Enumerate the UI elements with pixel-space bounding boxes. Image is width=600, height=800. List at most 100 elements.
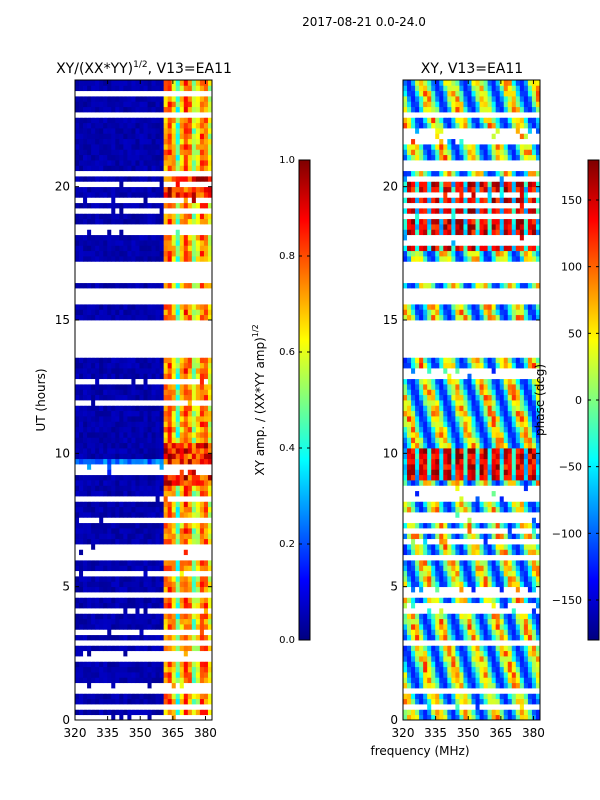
- heat-cell: [507, 693, 513, 700]
- heat-cell: [143, 362, 148, 369]
- heat-cell: [119, 197, 124, 204]
- heat-cell: [135, 186, 140, 193]
- heat-cell: [103, 533, 108, 540]
- heat-cell: [83, 656, 88, 662]
- heat-cell: [103, 597, 108, 604]
- heat-cell: [115, 618, 120, 625]
- heat-cell: [131, 218, 136, 225]
- heat-cell: [159, 261, 165, 268]
- heat-cell: [495, 608, 501, 614]
- heat-cell: [147, 357, 152, 364]
- heat-cell: [163, 624, 169, 630]
- heat-cell: [91, 266, 96, 273]
- heat-cell: [79, 416, 84, 422]
- heat-cell: [191, 613, 197, 620]
- heat-cell: [503, 613, 509, 620]
- heat-cell: [163, 672, 169, 678]
- heat-cell: [79, 597, 84, 604]
- heat-cell: [99, 122, 104, 129]
- heat-cell: [199, 496, 205, 502]
- heat-cell: [127, 661, 132, 668]
- heat-cell: [159, 186, 165, 193]
- heat-cell: [203, 501, 209, 508]
- heat-cell: [139, 416, 144, 422]
- heat-cell: [467, 597, 472, 604]
- heat-cell: [139, 245, 144, 252]
- heat-cell: [143, 96, 148, 102]
- heat-cell: [191, 661, 197, 668]
- heat-cell: [191, 122, 197, 129]
- heat-cell: [119, 277, 124, 284]
- heat-cell: [131, 373, 136, 380]
- heat-cell: [91, 533, 96, 540]
- heat-cell: [107, 101, 112, 108]
- heat-cell: [87, 677, 92, 684]
- heat-cell: [479, 677, 484, 684]
- heat-cell: [183, 101, 189, 108]
- heat-cell: [143, 437, 148, 444]
- heat-cell: [207, 661, 213, 668]
- heat-cell: [207, 709, 213, 716]
- heat-cell: [483, 688, 489, 694]
- heat-cell: [75, 453, 80, 460]
- heat-cell: [83, 576, 88, 582]
- heat-cell: [175, 592, 181, 598]
- heat-cell: [103, 384, 108, 390]
- heat-cell: [107, 442, 112, 449]
- heat-cell: [207, 432, 213, 438]
- heat-cell: [195, 608, 201, 614]
- heat-cell: [111, 474, 116, 481]
- heat-cell: [487, 709, 493, 716]
- heat-cell: [139, 192, 144, 198]
- heat-cell: [87, 421, 92, 428]
- heat-cell: [435, 650, 440, 657]
- heat-cell: [155, 714, 161, 721]
- heat-cell: [187, 522, 193, 529]
- heat-cell: [83, 368, 88, 374]
- heat-cell: [167, 416, 173, 422]
- heat-cell: [195, 666, 201, 673]
- heat-cell: [91, 421, 96, 428]
- heat-cell: [143, 213, 148, 220]
- heat-cell: [191, 688, 197, 694]
- heat-cell: [95, 576, 100, 582]
- heat-cell: [91, 330, 96, 337]
- heat-cell: [171, 304, 177, 310]
- heat-cell: [403, 688, 408, 694]
- heat-cell: [75, 602, 80, 609]
- heat-cell: [519, 608, 525, 614]
- heat-cell: [187, 90, 193, 97]
- heat-cell: [83, 522, 88, 529]
- heat-cell: [107, 282, 112, 289]
- heat-cell: [151, 330, 156, 337]
- heat-cell: [139, 293, 144, 300]
- heat-cell: [203, 549, 209, 556]
- heat-cell: [95, 688, 100, 694]
- heat-cell: [131, 266, 136, 273]
- heat-cell: [135, 474, 140, 481]
- heat-cell: [139, 106, 144, 113]
- heat-cell: [479, 634, 484, 641]
- heat-cell: [163, 234, 169, 241]
- heat-cell: [155, 341, 161, 348]
- heat-cell: [431, 682, 436, 689]
- heat-cell: [451, 650, 456, 657]
- heat-cell: [155, 416, 161, 422]
- heat-cell: [203, 480, 209, 486]
- heat-cell: [147, 704, 152, 710]
- heat-cell: [135, 554, 140, 561]
- heat-cell: [139, 458, 144, 465]
- heat-cell: [411, 661, 416, 668]
- heat-cell: [155, 208, 161, 214]
- heat-cell: [167, 357, 173, 364]
- heat-cell: [79, 485, 84, 492]
- heat-cell: [91, 234, 96, 241]
- heat-cell: [207, 629, 213, 636]
- heat-cell: [151, 352, 156, 358]
- heat-cell: [467, 624, 472, 630]
- heat-cell: [87, 597, 92, 604]
- heat-cell: [167, 533, 173, 540]
- heat-cell: [487, 698, 493, 705]
- heat-cell: [207, 325, 213, 332]
- heat-cell: [403, 597, 408, 604]
